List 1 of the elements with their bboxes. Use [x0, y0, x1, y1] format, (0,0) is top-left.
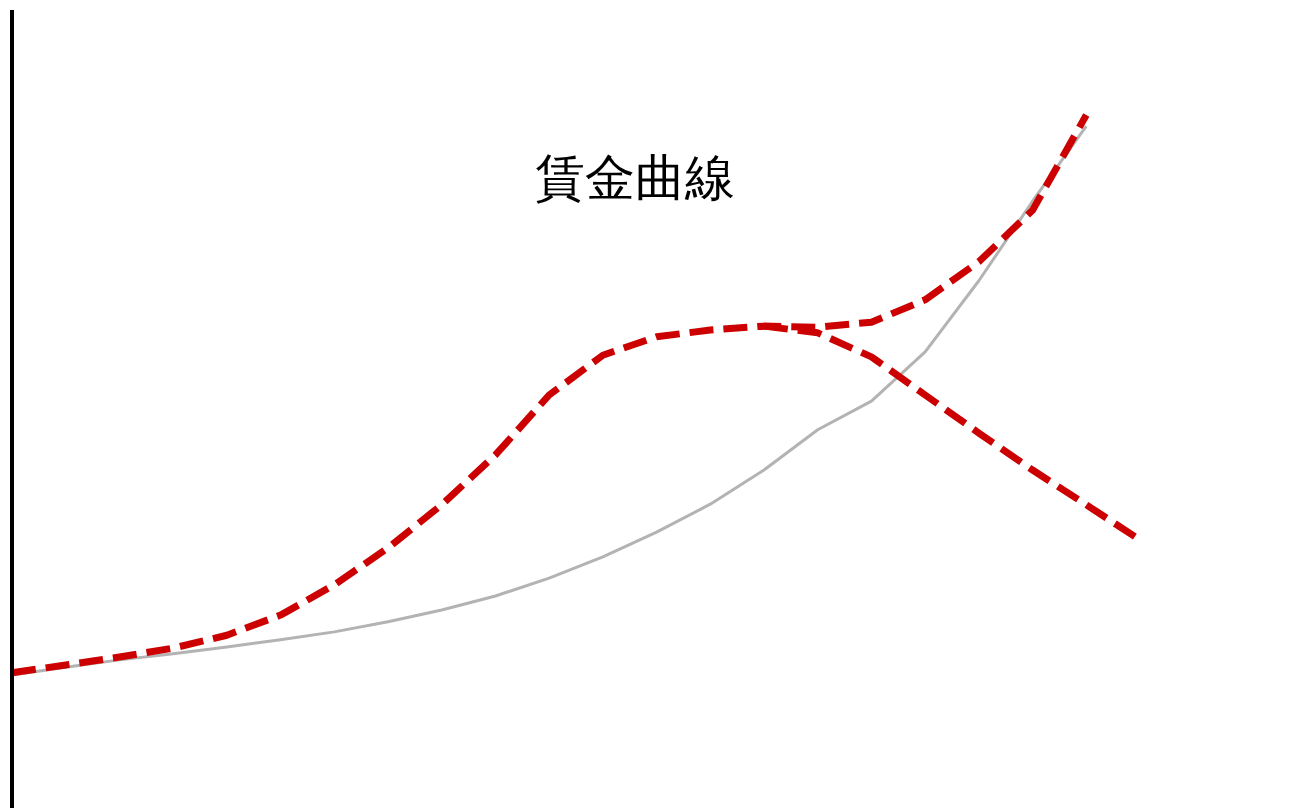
text: 賃金曲線 [535, 149, 735, 207]
